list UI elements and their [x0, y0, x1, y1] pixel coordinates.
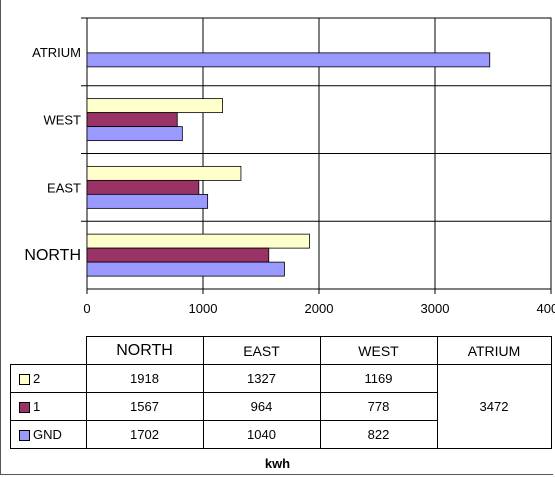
table-corner [10, 336, 87, 365]
category-label: NORTH [24, 247, 81, 264]
table-header-atrium: ATRIUM [436, 336, 552, 365]
bar-atrium-gnd [86, 52, 491, 68]
table-header-west: WEST [319, 336, 438, 365]
bar-north-1 [86, 247, 270, 263]
table-cell-atrium: 3472 [436, 364, 552, 449]
category-label: EAST [47, 180, 81, 195]
legend-label: 2 [33, 371, 41, 386]
x-tick-label: 0 [83, 301, 90, 316]
x-tick-label: 2000 [305, 301, 334, 316]
bar-east-2 [86, 165, 242, 181]
table-cell: 778 [319, 392, 438, 421]
x-tick-label: 3000 [421, 301, 450, 316]
table-cell: 1702 [85, 420, 204, 449]
bar-west-2 [86, 98, 224, 114]
table-row: 1 1567 964 778 [10, 392, 552, 421]
data-table: NORTH EAST WEST ATRIUM 2 1918 1327 1169 … [10, 336, 552, 449]
legend-label: 1 [33, 399, 41, 414]
bar-east-gnd [86, 193, 209, 209]
legend-entry-gnd: GND [10, 420, 87, 449]
legend-entry-1: 1 [10, 392, 87, 421]
bar-north-2 [86, 233, 310, 249]
bar-east-1 [86, 179, 200, 195]
table-cell: 1918 [85, 364, 204, 393]
category-label: WEST [43, 113, 81, 128]
table-header-row: NORTH EAST WEST ATRIUM [10, 336, 552, 365]
table-row: GND 1702 1040 822 [10, 420, 552, 449]
table-cell: 1040 [202, 420, 321, 449]
table-header-east: EAST [202, 336, 321, 365]
table-cell: 1169 [319, 364, 438, 393]
legend-swatch-icon [19, 430, 30, 442]
legend-label: GND [33, 427, 62, 442]
category-label: ATRIUM [32, 45, 81, 60]
table-cell: 822 [319, 420, 438, 449]
bar-west-gnd [86, 126, 183, 142]
bar-chart: 0 1000 2000 3000 4000 NORTH EAST WEST ATRIUM [24, 17, 555, 316]
x-tick-label: 4000 [537, 301, 555, 316]
table-row: 2 1918 1327 1169 3472 [10, 364, 552, 449]
bar-west-1 [86, 112, 178, 128]
table-cell: 964 [202, 392, 321, 421]
bar-north-gnd [86, 261, 285, 277]
x-axis-unit-label: kwh [264, 456, 291, 471]
legend-swatch-icon [19, 402, 30, 414]
table-cell: 1567 [85, 392, 204, 421]
legend-entry-2: 2 [10, 364, 87, 393]
table-cell: 1327 [202, 364, 321, 393]
table-header-north: NORTH [85, 336, 204, 365]
legend-swatch-icon [19, 374, 30, 386]
x-tick-label: 1000 [189, 301, 218, 316]
